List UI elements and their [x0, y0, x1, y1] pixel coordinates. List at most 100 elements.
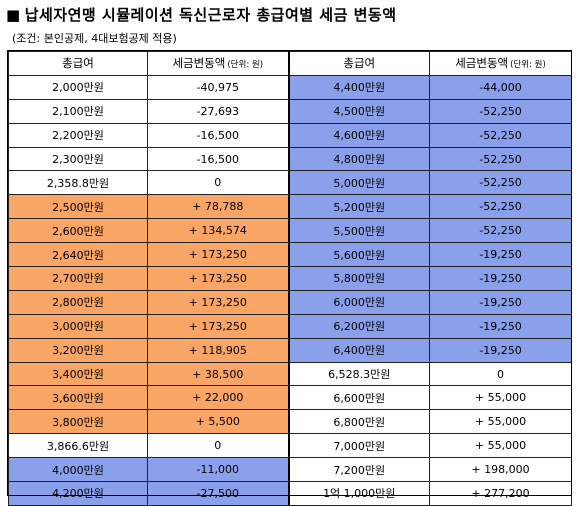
black-square-icon: ■: [6, 6, 21, 24]
salary-cell-right: 6,600만원: [287, 385, 430, 411]
salary-cell-left: 3,800만원: [8, 409, 148, 435]
change-cell-right: -19,250: [429, 242, 572, 268]
table-header-row: 총급여 세금변동액 (단위: 원) 총급여 세금변동액 (단위: 원): [8, 51, 572, 76]
salary-cell-left: 4,200만원: [8, 481, 148, 506]
header-unit-label: (단위: 원): [510, 60, 546, 71]
salary-cell-right: 7,200만원: [287, 457, 430, 483]
salary-cell-left: 3,000만원: [8, 313, 148, 339]
change-cell-left: -16,500: [147, 122, 289, 148]
header-salary-right: 총급여: [287, 51, 430, 76]
salary-cell-left: 2,600만원: [8, 218, 148, 244]
header-change-right: 세금변동액 (단위: 원): [429, 51, 572, 76]
change-cell-left: + 22,000: [147, 385, 289, 411]
page-title: ■ 납세자연맹 시뮬레이션 독신근로자 총급여별 세금 변동액: [6, 4, 397, 25]
salary-cell-right: 6,528.3만원: [287, 361, 430, 387]
change-cell-left: + 38,500: [147, 361, 289, 387]
salary-cell-right: 6,000만원: [287, 289, 430, 315]
change-cell-right: + 55,000: [429, 385, 572, 411]
change-cell-right: -44,000: [429, 74, 572, 100]
change-cell-right: 0: [429, 361, 572, 387]
change-cell-right: + 55,000: [429, 433, 572, 459]
change-cell-right: -19,250: [429, 266, 572, 291]
header-unit-label: (단위: 원): [227, 60, 264, 71]
salary-cell-left: 2,500만원: [8, 194, 148, 220]
change-cell-left: + 78,788: [147, 194, 289, 220]
table-row: 3,866.6만원 0 7,000만원 + 55,000: [8, 433, 572, 459]
salary-cell-right: 4,400만원: [287, 74, 430, 100]
change-cell-left: + 173,250: [147, 266, 289, 291]
change-cell-left: + 173,250: [147, 289, 289, 315]
header-change-left: 세금변동액 (단위: 원): [147, 51, 289, 76]
table-row: 4,200만원 -27,500 1억 1,000만원 + 277,200: [8, 481, 572, 506]
salary-cell-left: 4,000만원: [8, 457, 148, 483]
salary-cell-left: 3,866.6만원: [8, 433, 148, 459]
change-cell-left: + 118,905: [147, 337, 289, 363]
table-row: 3,400만원 + 38,500 6,528.3만원 0: [8, 361, 572, 387]
change-cell-left: + 134,574: [147, 218, 289, 244]
change-cell-right: -52,250: [429, 170, 572, 196]
salary-cell-right: 4,600만원: [287, 122, 430, 148]
table-row: 3,600만원 + 22,000 6,600만원 + 55,000: [8, 385, 572, 411]
table-row: 4,000만원 -11,000 7,200만원 + 198,000: [8, 457, 572, 483]
table-row: 2,500만원 + 78,788 5,200만원 -52,250: [8, 194, 572, 220]
salary-cell-right: 5,500만원: [287, 218, 430, 244]
salary-cell-right: 4,800만원: [287, 146, 430, 172]
change-cell-left: -11,000: [147, 457, 289, 483]
table-row: 2,800만원 + 173,250 6,000만원 -19,250: [8, 289, 572, 315]
header-change-label: 세금변동액: [455, 56, 509, 71]
change-cell-right: -52,250: [429, 194, 572, 220]
change-cell-right: -52,250: [429, 122, 572, 148]
change-cell-left: -27,693: [147, 98, 289, 124]
change-cell-right: + 55,000: [429, 409, 572, 435]
salary-cell-left: 2,000만원: [8, 74, 148, 100]
table-body: 2,000만원 -40,975 4,400만원 -44,000 2,100만원 -27,6…: [8, 74, 572, 506]
change-cell-right: -52,250: [429, 218, 572, 244]
salary-cell-left: 3,600만원: [8, 385, 148, 411]
salary-cell-right: 1억 1,000만원: [287, 481, 430, 506]
table-row: 2,358.8만원 0 5,000만원 -52,250: [8, 170, 572, 196]
change-cell-right: -19,250: [429, 337, 572, 363]
salary-cell-left: 2,358.8만원: [8, 170, 148, 196]
change-cell-right: -52,250: [429, 98, 572, 124]
page-subtitle: (조건: 본인공제, 4대보험공제 적용): [12, 32, 177, 45]
change-cell-left: 0: [147, 433, 289, 459]
table-row: 3,000만원 + 173,250 6,200만원 -19,250: [8, 313, 572, 339]
table-row: 2,000만원 -40,975 4,400만원 -44,000: [8, 74, 572, 100]
change-cell-left: + 5,500: [147, 409, 289, 435]
salary-cell-left: 2,700만원: [8, 266, 148, 291]
change-cell-right: + 198,000: [429, 457, 572, 483]
salary-cell-right: 5,600만원: [287, 242, 430, 268]
table-row: 2,300만원 -16,500 4,800만원 -52,250: [8, 146, 572, 172]
salary-cell-left: 2,300만원: [8, 146, 148, 172]
salary-cell-left: 2,200만원: [8, 122, 148, 148]
salary-cell-left: 2,800만원: [8, 289, 148, 315]
change-cell-left: + 173,250: [147, 313, 289, 339]
salary-cell-right: 7,000만원: [287, 433, 430, 459]
salary-cell-left: 2,100만원: [8, 98, 148, 124]
salary-cell-right: 5,000만원: [287, 170, 430, 196]
change-cell-right: -19,250: [429, 289, 572, 315]
page-title-text: 납세자연맹 시뮬레이션 독신근로자 총급여별 세금 변동액: [24, 6, 397, 24]
salary-cell-right: 4,500만원: [287, 98, 430, 124]
salary-cell-right: 6,200만원: [287, 313, 430, 339]
table-row: 2,600만원 + 134,574 5,500만원 -52,250: [8, 218, 572, 244]
table-row: 3,200만원 + 118,905 6,400만원 -19,250: [8, 337, 572, 363]
salary-cell-left: 3,200만원: [8, 337, 148, 363]
salary-cell-right: 5,800만원: [287, 266, 430, 291]
change-cell-right: -52,250: [429, 146, 572, 172]
header-salary-left: 총급여: [8, 51, 148, 76]
table-row: 2,200만원 -16,500 4,600만원 -52,250: [8, 122, 572, 148]
tax-change-table: 총급여 세금변동액 (단위: 원) 총급여 세금변동액 (단위: 원) 2,000만…: [8, 51, 572, 506]
change-cell-left: -40,975: [147, 74, 289, 100]
change-cell-left: -16,500: [147, 146, 289, 172]
change-cell-left: 0: [147, 170, 289, 196]
table-row: 2,100만원 -27,693 4,500만원 -52,250: [8, 98, 572, 124]
salary-cell-right: 6,800만원: [287, 409, 430, 435]
change-cell-left: -27,500: [147, 481, 289, 506]
header-change-label: 세금변동액: [172, 56, 226, 71]
salary-cell-right: 6,400만원: [287, 337, 430, 363]
table-row: 2,700만원 + 173,250 5,800만원 -19,250: [8, 266, 572, 291]
salary-cell-left: 2,640만원: [8, 242, 148, 268]
change-cell-right: + 277,200: [429, 481, 572, 506]
salary-cell-right: 5,200만원: [287, 194, 430, 220]
